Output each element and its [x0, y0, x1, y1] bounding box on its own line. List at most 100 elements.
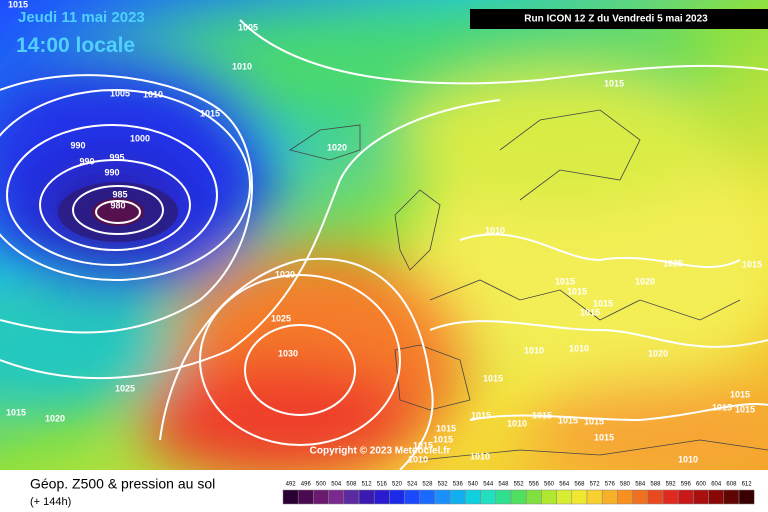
isobar-label: 1020: [648, 348, 668, 358]
isobar-label: 1005: [110, 88, 130, 98]
scale-label: 500: [316, 482, 327, 488]
coastlines: [289, 109, 768, 461]
isobar-label: 980: [110, 200, 125, 210]
isobar-label: 1010: [470, 451, 490, 461]
isobar-label: 1010: [143, 89, 163, 99]
scale-swatch: [571, 489, 588, 505]
scale-swatch: [434, 489, 451, 505]
copyright: Copyright © 2023 Meteociel.fr: [310, 446, 451, 457]
scale-label: 520: [392, 482, 403, 488]
isobar-label: 1015: [8, 0, 28, 9]
scale-swatch: [617, 489, 633, 505]
isobar-label: 1010: [408, 454, 428, 464]
isobar-label: 1025: [115, 383, 135, 393]
scale-label: 508: [346, 482, 357, 488]
isobar-label: 1015: [200, 108, 220, 118]
scale-label: 544: [483, 482, 494, 488]
scale-label: 580: [620, 482, 631, 488]
scale-swatch: [708, 489, 725, 505]
isobar-label: 1015: [742, 259, 762, 269]
scale-swatch: [510, 489, 527, 505]
isobar-label: 1010: [569, 343, 589, 353]
isobar-label: 1025: [663, 258, 683, 268]
scale-swatch: [586, 489, 603, 505]
scale-label: 608: [726, 482, 737, 488]
isobar-label: 1015: [604, 78, 624, 88]
scale-swatch: [647, 489, 664, 505]
isobar-labels: 1015 1005 1010 1005 1010 1015 1000 990 990 995 990…: [6, 0, 762, 464]
isobar-label: 1015: [558, 415, 578, 425]
scale-label: 492: [286, 482, 297, 488]
scale-label: 604: [711, 482, 722, 488]
isobar-label: 1005: [238, 22, 258, 32]
isobar-label: 985: [112, 189, 127, 199]
isobar-label: 1020: [327, 142, 347, 152]
isobar-label: 990: [104, 167, 119, 177]
scale-label: 560: [544, 482, 555, 488]
field: [0, 0, 768, 480]
scale-label: 552: [514, 482, 525, 488]
scale-label: 592: [666, 482, 677, 488]
scale-label: 584: [635, 482, 646, 488]
scale-swatch: [328, 489, 345, 505]
scale-label: 568: [574, 482, 585, 488]
run-banner: [470, 9, 768, 29]
isobar-label: 1010: [678, 454, 698, 464]
isobar-label: 1015: [567, 286, 587, 296]
scale-swatch: [373, 489, 390, 505]
scale-swatch: [723, 489, 740, 505]
isobar-label: 1015: [532, 410, 552, 420]
scale-swatch: [282, 489, 299, 505]
isobar-label: 1020: [635, 276, 655, 286]
isobar-label: 1015: [6, 407, 26, 417]
isobars: [0, 19, 768, 471]
footer-subtitle: (+ 144h): [30, 496, 71, 508]
scale-swatch: [525, 489, 542, 505]
isobar-label: 1000: [130, 133, 150, 143]
scale-swatch: [404, 489, 421, 505]
forecast-date: Jeudi 11 mai 2023: [18, 9, 145, 26]
scale-swatch: [541, 489, 557, 505]
scale-swatch: [677, 489, 694, 505]
scale-swatch: [738, 489, 755, 505]
isobar-label: 990: [79, 156, 94, 166]
scale-swatch: [343, 489, 360, 505]
scale-swatch: [480, 489, 497, 505]
scale-label: 496: [301, 482, 312, 488]
scale-label: 588: [650, 482, 661, 488]
scale-label: 576: [605, 482, 616, 488]
scale-swatch: [601, 489, 618, 505]
isobar-label: 1010: [232, 61, 252, 71]
scale-swatch: [297, 489, 314, 505]
scale-label: 516: [377, 482, 388, 488]
scale-label: 596: [681, 482, 692, 488]
scale-label: 504: [331, 482, 342, 488]
footer-title: Géop. Z500 & pression au sol: [30, 476, 215, 492]
scale-swatch: [389, 489, 405, 505]
isobar-label: 1015: [436, 423, 456, 433]
isobar-label: 1015: [730, 389, 750, 399]
isobar-label: 1015: [594, 432, 614, 442]
isobar-label: 1020: [275, 269, 295, 279]
isobar-label: 1015: [471, 410, 491, 420]
scale-label: 556: [529, 482, 540, 488]
run-info: Run ICON 12 Z du Vendredi 5 mai 2023: [524, 14, 708, 25]
scale-swatch: [556, 489, 573, 505]
scale-label: 548: [498, 482, 509, 488]
isobar-label: 1020: [45, 413, 65, 423]
scale-swatch: [449, 489, 466, 505]
isobar-label: 1015: [712, 402, 732, 412]
scale-swatch: [495, 489, 512, 505]
isobar-label: 1015: [413, 440, 433, 450]
isobar-label: 990: [70, 140, 85, 150]
forecast-time: 14:00 locale: [16, 34, 135, 57]
scale-label: 612: [742, 482, 753, 488]
scale-swatch: [358, 489, 375, 505]
scale-label: 524: [407, 482, 418, 488]
isobar-label: 1010: [507, 418, 527, 428]
scale-label: 512: [362, 482, 373, 488]
isobar-label: 1025: [271, 313, 291, 323]
isobar-label: 1015: [580, 307, 600, 317]
isobar-label: 1010: [485, 225, 505, 235]
